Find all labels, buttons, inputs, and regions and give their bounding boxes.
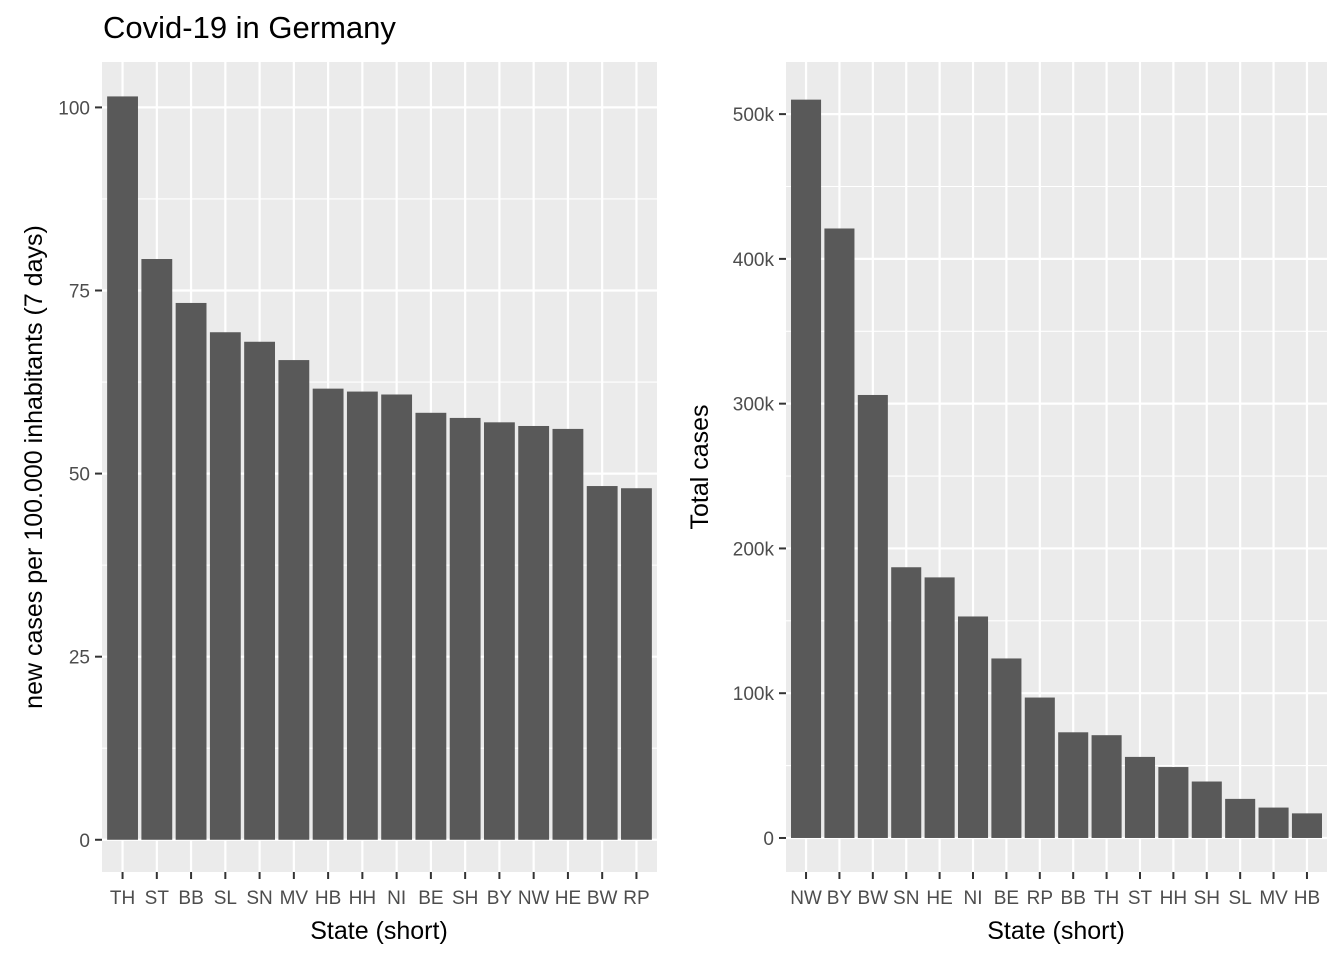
bar-by [824, 228, 855, 838]
bar-sn [244, 341, 276, 840]
x-tick-label: BW [858, 888, 889, 909]
bar-sh [449, 417, 481, 840]
y-tick-label: 300k [733, 395, 775, 416]
y-tick-label: 100k [733, 684, 775, 705]
bar-nw [518, 425, 550, 840]
y-tick-label: 25 [69, 648, 90, 669]
bar-he [552, 428, 584, 840]
bar-st [1124, 756, 1156, 838]
bar-hb [312, 388, 344, 840]
y-tick-label: 400k [733, 250, 775, 271]
bar-nw [791, 99, 822, 838]
bar-rp [621, 488, 652, 840]
y-tick-label: 500k [733, 105, 775, 126]
bar-rp [1024, 697, 1055, 838]
bar-st [141, 259, 173, 840]
x-tick-label: HB [1294, 888, 1320, 909]
bar-hb [1291, 813, 1322, 838]
x-tick-label: RP [1027, 888, 1053, 909]
y-tick-label: 0 [763, 829, 774, 850]
x-tick-label: BB [178, 888, 203, 909]
bar-th [1091, 735, 1122, 838]
bar-sl [1225, 798, 1256, 838]
x-tick-label: MV [1259, 888, 1288, 909]
x-tick-label: NI [387, 888, 406, 909]
x-axis-title: State (short) [310, 917, 448, 945]
x-tick-label: HE [555, 888, 581, 909]
bar-th [107, 96, 138, 840]
x-tick-label: TH [1094, 888, 1119, 909]
x-tick-label: SL [1229, 888, 1252, 909]
y-tick-label: 200k [733, 539, 775, 560]
x-tick-label: BY [487, 888, 513, 909]
bar-bb [1058, 732, 1089, 838]
x-tick-label: RP [623, 888, 649, 909]
x-tick-label: BW [587, 888, 618, 909]
bar-hh [346, 391, 378, 840]
x-tick-label: ST [145, 888, 170, 909]
x-tick-label: NW [790, 888, 822, 909]
y-axis-title: Total cases [686, 404, 714, 529]
x-tick-label: BE [994, 888, 1019, 909]
x-tick-label: HH [1160, 888, 1187, 909]
x-tick-label: MV [280, 888, 309, 909]
x-axis-title: State (short) [987, 917, 1125, 945]
x-tick-label: TH [110, 888, 135, 909]
x-tick-label: SL [214, 888, 237, 909]
bar-bw [857, 394, 888, 838]
chart-title: Covid-19 in Germany [103, 10, 396, 45]
bar-bw [586, 486, 618, 840]
bar-ni [381, 394, 413, 840]
x-tick-label: SH [452, 888, 478, 909]
y-axis-title: new cases per 100.000 inhabitants (7 day… [20, 225, 48, 709]
y-tick-label: 0 [79, 831, 90, 852]
bar-sn [891, 567, 922, 838]
x-tick-label: HH [349, 888, 376, 909]
x-tick-label: NW [518, 888, 550, 909]
y-tick-label: 75 [69, 281, 90, 302]
bar-mv [278, 360, 310, 840]
x-tick-label: HE [926, 888, 952, 909]
x-tick-label: BB [1061, 888, 1086, 909]
y-tick-label: 50 [69, 465, 90, 486]
bar-be [991, 658, 1022, 838]
bar-by [483, 422, 515, 840]
x-tick-label: HB [315, 888, 341, 909]
x-tick-label: NI [964, 888, 983, 909]
bar-mv [1258, 807, 1289, 838]
x-tick-label: ST [1128, 888, 1153, 909]
x-tick-label: BE [418, 888, 443, 909]
bar-sl [209, 332, 241, 840]
bar-he [924, 577, 955, 838]
x-tick-label: SH [1194, 888, 1220, 909]
y-tick-label: 100 [58, 98, 90, 119]
bar-sh [1191, 781, 1222, 838]
bar-bb [175, 302, 207, 840]
x-tick-label: BY [827, 888, 853, 909]
bar-be [415, 412, 447, 840]
x-tick-label: SN [893, 888, 919, 909]
bar-ni [957, 616, 989, 838]
x-tick-label: SN [246, 888, 272, 909]
bar-hh [1158, 767, 1189, 838]
